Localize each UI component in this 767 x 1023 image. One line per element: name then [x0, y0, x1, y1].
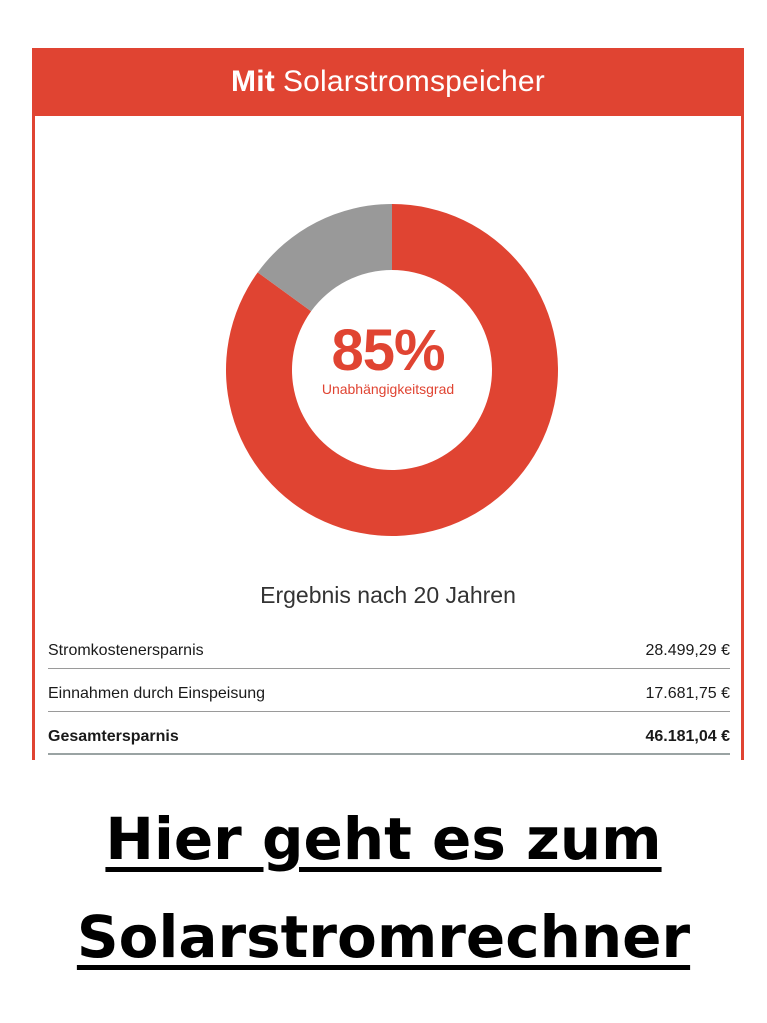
result-table: Stromkostenersparnis 28.499,29 € Einnahm…: [48, 626, 730, 755]
result-title: Ergebnis nach 20 Jahren: [260, 582, 516, 608]
savings-card: Mit Solarstromspeicher 85% Unabhängigkei…: [32, 48, 744, 766]
header-title-light: Solarstromspeicher: [282, 65, 545, 98]
result-row-value: 17.681,75 €: [645, 685, 730, 702]
result-row-stromkostenersparnis: Stromkostenersparnis 28.499,29 €: [48, 626, 730, 669]
result-row-total: Gesamtersparnis 46.181,04 €: [48, 712, 730, 755]
donut-chart: 85% Unabhängigkeitsgrad: [35, 116, 741, 556]
calculator-link-line2[interactable]: Solarstromrechner: [76, 903, 691, 971]
result-row-einnahmen: Einnahmen durch Einspeisung 17.681,75 €: [48, 669, 730, 712]
result-row-value: 46.181,04 €: [645, 727, 730, 745]
donut-chart-svg: [225, 204, 558, 536]
calculator-link[interactable]: Hier geht es zum Solarstromrechner: [0, 790, 767, 986]
card-body: 85% Unabhängigkeitsgrad Ergebnis nach 20…: [35, 116, 741, 766]
detail-report-button[interactable]: Detailauswertung: [326, 731, 450, 748]
donut-slice-1: [257, 204, 392, 312]
result-row-label: Stromkostenersparnis: [48, 642, 204, 659]
independence-percent: 85%: [331, 318, 445, 383]
donut-slice-0: [225, 204, 558, 536]
donut-center: 85% Unabhängigkeitsgrad: [288, 318, 488, 398]
result-row-value: 28.499,29 €: [645, 642, 730, 659]
result-row-label: Einnahmen durch Einspeisung: [48, 685, 266, 702]
calculator-link-line1[interactable]: Hier geht es zum: [105, 805, 662, 873]
header-title-bold: Mit: [231, 65, 275, 98]
card-header: Mit Solarstromspeicher: [32, 48, 744, 116]
result-row-label: Gesamtersparnis: [48, 727, 179, 745]
independence-label: Unabhängigkeitsgrad: [321, 381, 455, 397]
